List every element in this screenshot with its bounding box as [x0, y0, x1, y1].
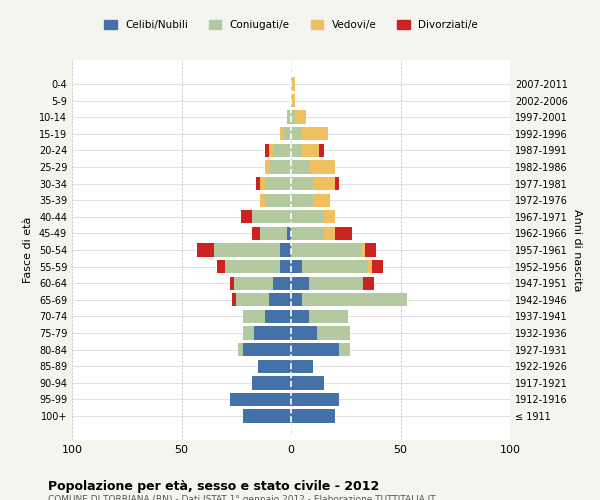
Bar	[280, 244, 291, 256]
Bar	[238, 343, 243, 356]
Bar	[291, 360, 313, 373]
Bar	[291, 376, 324, 390]
Bar	[280, 260, 291, 274]
Bar	[251, 210, 291, 224]
Bar	[291, 144, 302, 157]
Bar	[232, 293, 236, 306]
Bar	[291, 310, 308, 323]
Bar	[260, 226, 287, 240]
Bar	[287, 110, 291, 124]
Bar	[265, 177, 291, 190]
Bar	[287, 226, 291, 240]
Bar	[291, 78, 295, 90]
Bar	[269, 160, 291, 173]
Bar	[226, 260, 280, 274]
Text: COMUNE DI TORRIANA (RN) - Dati ISTAT 1° gennaio 2012 - Elaborazione TUTTITALIA.I: COMUNE DI TORRIANA (RN) - Dati ISTAT 1° …	[48, 495, 436, 500]
Bar	[291, 244, 361, 256]
Bar	[308, 160, 335, 173]
Bar	[291, 260, 302, 274]
Text: Popolazione per età, sesso e stato civile - 2012: Popolazione per età, sesso e stato civil…	[48, 480, 379, 493]
Bar	[243, 410, 291, 422]
Bar	[317, 326, 350, 340]
Bar	[236, 293, 269, 306]
Bar	[291, 276, 308, 290]
Bar	[339, 343, 350, 356]
Bar	[368, 260, 372, 274]
Bar	[291, 127, 302, 140]
Bar	[230, 393, 291, 406]
Bar	[295, 110, 307, 124]
Bar	[308, 310, 348, 323]
Bar	[265, 144, 269, 157]
Bar	[256, 177, 260, 190]
Bar	[324, 226, 335, 240]
Bar	[291, 194, 313, 207]
Bar	[254, 326, 291, 340]
Bar	[274, 276, 291, 290]
Bar	[302, 293, 407, 306]
Bar	[335, 226, 352, 240]
Bar	[365, 244, 376, 256]
Bar	[234, 276, 274, 290]
Bar	[291, 326, 317, 340]
Y-axis label: Anni di nascita: Anni di nascita	[572, 209, 581, 291]
Bar	[291, 110, 295, 124]
Bar	[302, 127, 328, 140]
Bar	[291, 226, 324, 240]
Legend: Celibi/Nubili, Coniugati/e, Vedovi/e, Divorziati/e: Celibi/Nubili, Coniugati/e, Vedovi/e, Di…	[100, 16, 482, 34]
Bar	[335, 177, 339, 190]
Bar	[319, 144, 324, 157]
Bar	[251, 226, 260, 240]
Bar	[291, 410, 335, 422]
Bar	[291, 210, 324, 224]
Bar	[274, 144, 291, 157]
Bar	[291, 293, 302, 306]
Bar	[280, 127, 284, 140]
Bar	[258, 360, 291, 373]
Bar	[291, 160, 308, 173]
Bar	[230, 276, 234, 290]
Bar	[269, 293, 291, 306]
Bar	[302, 144, 319, 157]
Bar	[265, 194, 291, 207]
Bar	[243, 326, 254, 340]
Bar	[243, 310, 265, 323]
Bar	[313, 177, 335, 190]
Bar	[269, 144, 274, 157]
Bar	[260, 194, 265, 207]
Bar	[291, 94, 295, 107]
Bar	[243, 343, 291, 356]
Bar	[308, 276, 363, 290]
Bar	[363, 276, 374, 290]
Bar	[241, 210, 251, 224]
Y-axis label: Fasce di età: Fasce di età	[23, 217, 33, 283]
Bar	[265, 310, 291, 323]
Bar	[251, 376, 291, 390]
Bar	[291, 343, 339, 356]
Bar	[313, 194, 331, 207]
Bar	[291, 393, 339, 406]
Bar	[265, 160, 269, 173]
Bar	[302, 260, 368, 274]
Bar	[291, 177, 313, 190]
Bar	[217, 260, 226, 274]
Bar	[214, 244, 280, 256]
Bar	[324, 210, 335, 224]
Bar	[197, 244, 214, 256]
Bar	[361, 244, 365, 256]
Bar	[372, 260, 383, 274]
Bar	[260, 177, 265, 190]
Bar	[284, 127, 291, 140]
